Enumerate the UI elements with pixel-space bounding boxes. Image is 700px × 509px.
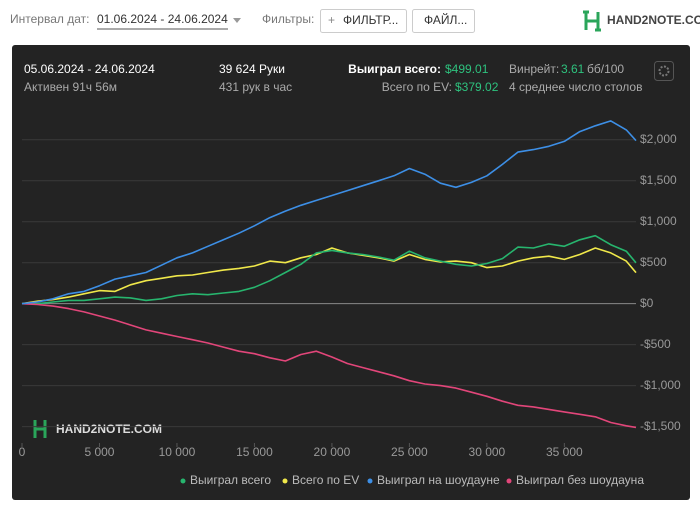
watermark: HAND2NOTE.COM (56, 422, 162, 436)
x-tick-label: 35 000 (546, 445, 583, 459)
dropdown-arrow[interactable] (233, 18, 241, 23)
hands: 39 624 Руки (219, 62, 285, 76)
y-tick-label: $500 (640, 255, 667, 269)
active-time: Активен 91ч 56м (24, 80, 117, 94)
x-tick-label: 30 000 (469, 445, 506, 459)
y-tick-label: -$1,500 (640, 419, 681, 433)
chart-panel (12, 45, 690, 500)
filter-button[interactable] (320, 9, 407, 33)
x-tick-label: 0 (19, 445, 26, 459)
x-tick-label: 20 000 (314, 445, 351, 459)
legend-marker (506, 478, 512, 484)
watermark-icon (33, 420, 47, 438)
winrate-value: 3.61 (561, 62, 585, 76)
won-value: $499.01 (445, 62, 489, 76)
won-label: Выиграл всего: (348, 62, 441, 76)
date-range[interactable]: 01.06.2024 - 24.06.2024 (97, 12, 228, 26)
plus-icon: + (328, 13, 335, 27)
winrate-label: Винрейт: (509, 62, 559, 76)
series-line (21, 247, 637, 305)
legend-label: Выиграл без шоудауна (516, 473, 644, 487)
legend-label: Выиграл на шоудауне (377, 473, 500, 487)
x-tick-label: 25 000 (391, 445, 428, 459)
y-tick-label: -$500 (640, 337, 671, 351)
gear-icon (658, 65, 670, 77)
x-tick-label: 10 000 (159, 445, 196, 459)
y-tick-label: -$1,000 (640, 378, 681, 392)
x-tick-label: 5 000 (84, 445, 114, 459)
y-tick-label: $1,000 (640, 214, 677, 228)
y-tick-label: $0 (640, 296, 654, 310)
legend-marker (367, 478, 373, 484)
date-label: Интервал дат: (10, 12, 89, 26)
y-tick-label: $2,000 (640, 132, 677, 146)
settings-button[interactable] (654, 61, 674, 81)
file-button[interactable] (412, 9, 475, 33)
filter-button-label: ФИЛЬТР... (343, 13, 398, 27)
filters-label: Фильтры: (262, 12, 314, 26)
ev-label: Всего по EV: (382, 80, 452, 94)
period: 05.06.2024 - 24.06.2024 (24, 62, 155, 76)
series-line (21, 302, 637, 429)
legend-marker (180, 478, 186, 484)
series-line (21, 120, 637, 305)
legend-label: Выиграл всего (190, 473, 271, 487)
tables: 4 среднее число столов (509, 80, 642, 94)
hands-per-hour: 431 рук в час (219, 80, 292, 94)
legend-label: Всего по EV (292, 473, 359, 487)
ev-value: $379.02 (455, 80, 499, 94)
legend-marker (282, 478, 288, 484)
logo: HAND2NOTE.COM (607, 13, 700, 27)
file-button-label: ФАЙЛ... (424, 12, 467, 27)
logo-icon (583, 10, 601, 32)
x-tick-label: 15 000 (236, 445, 273, 459)
y-tick-label: $1,500 (640, 173, 677, 187)
winrate-unit: бб/100 (587, 62, 624, 76)
series-line (22, 234, 637, 305)
